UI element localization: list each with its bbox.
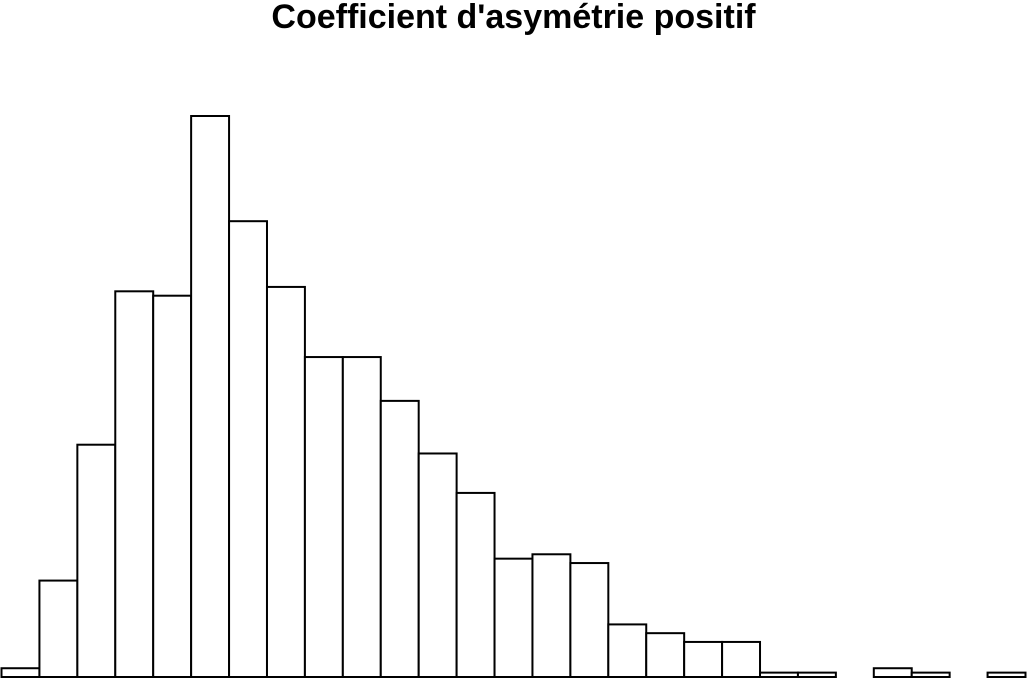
histogram-bar-2 [38,579,79,679]
histogram-bar-10 [341,356,382,678]
histogram-bar-12 [417,452,458,679]
chart-title: Coefficient d'asymétrie positif [271,0,756,36]
histogram-bar-17 [607,623,648,678]
histogram-bar-3 [76,443,117,678]
histogram-bar-5 [152,294,193,678]
histogram-bar-6 [190,115,231,678]
histogram-bar-21 [759,671,799,678]
histogram-bar-18 [645,632,686,678]
histogram-bar-20 [721,640,762,679]
histogram-bar-4 [114,290,155,678]
histogram-bar-8 [265,285,306,678]
histogram-bar-1 [0,667,41,678]
histogram-bar-16 [569,562,610,678]
histogram-bar-27 [986,671,1027,678]
histogram-bar-22 [796,671,837,678]
histogram-bar-14 [493,557,534,678]
histogram-bar-13 [455,491,496,679]
histogram-bar-19 [683,640,724,679]
histogram-bars [0,115,1027,679]
histogram-bar-15 [531,553,572,679]
histogram-bar-25 [910,671,951,678]
histogram-bar-11 [379,399,420,678]
histogram-bar-7 [228,220,268,678]
histogram-bar-9 [303,356,344,678]
histogram-bar-24 [872,667,913,678]
